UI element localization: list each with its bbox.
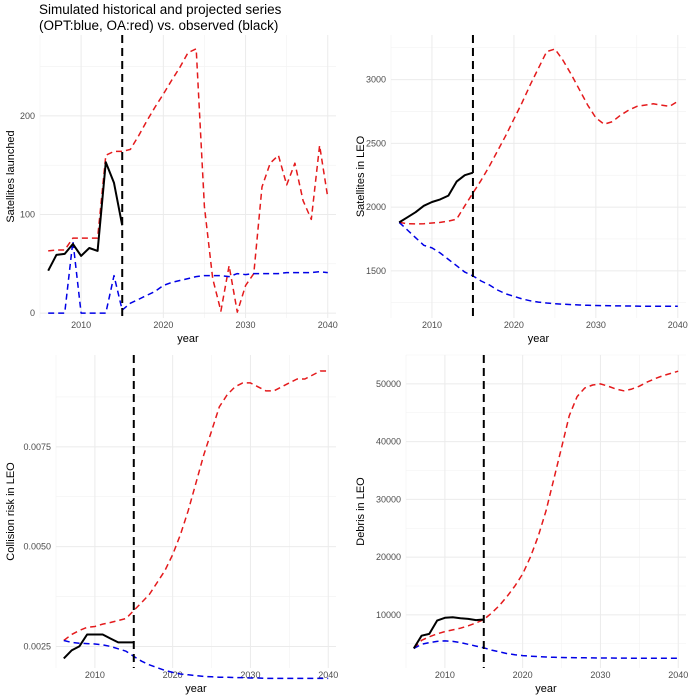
y-axis-label: Debris in LEO — [355, 477, 367, 546]
figure-title: Simulated historical and projected serie… — [39, 2, 282, 33]
series-line-1 — [48, 48, 329, 313]
x-tick-label: 2020 — [163, 670, 183, 680]
x-tick-label: 2010 — [71, 320, 91, 330]
y-tick-label: 1500 — [366, 266, 386, 276]
panel-4: 2010 2020 2030 2040 10000 20000 30000 40000 5000… — [355, 354, 688, 695]
y-axis-label: Satellites in LEO — [355, 135, 367, 217]
x-tick-label: 2020 — [504, 320, 524, 330]
series-line-2 — [398, 221, 678, 308]
y-tick-label: 2500 — [366, 138, 386, 148]
series-line-2 — [63, 639, 329, 680]
series-line-3 — [412, 616, 484, 649]
x-axis-label: year — [528, 333, 550, 345]
y-tick-label: 0.0025 — [23, 641, 51, 651]
x-tick-label: 2040 — [668, 670, 688, 680]
y-tick-label: 40000 — [376, 437, 401, 447]
y-tick-label: 30000 — [376, 494, 401, 504]
x-tick-label: 2040 — [668, 320, 688, 330]
panel-3: 2010 2020 2030 2040 0.0025 0.0050 0.0075 year Co… — [5, 355, 338, 695]
x-tick-label: 2030 — [236, 320, 256, 330]
y-tick-label: 2000 — [366, 202, 386, 212]
x-axis-label: year — [185, 683, 207, 695]
panel-2: 2010 2020 2030 2040 1500 2000 2500 3000 year Sate… — [355, 35, 688, 345]
series-line-1 — [63, 370, 329, 642]
x-axis-label: year — [535, 683, 557, 695]
y-tick-label: 20000 — [376, 552, 401, 562]
x-tick-label: 2010 — [435, 670, 455, 680]
y-tick-label: 0 — [30, 308, 35, 318]
y-axis-label: Collision risk in LEO — [5, 462, 17, 561]
x-tick-label: 2030 — [590, 670, 610, 680]
x-tick-label: 2040 — [318, 670, 338, 680]
series-line-2 — [48, 240, 328, 314]
series-line-3 — [47, 161, 124, 272]
x-tick-label: 2030 — [586, 320, 606, 330]
series-line-3 — [398, 171, 474, 224]
y-axis-label: Satellites launched — [5, 130, 17, 222]
x-tick-label: 2040 — [318, 320, 338, 330]
y-tick-label: 0.0050 — [23, 542, 51, 552]
series-line-2 — [413, 640, 679, 659]
y-tick-label: 10000 — [376, 610, 401, 620]
y-tick-label: 3000 — [366, 75, 386, 85]
series-line-3 — [63, 633, 134, 660]
x-axis-label: year — [177, 333, 199, 345]
x-tick-label: 2030 — [240, 670, 260, 680]
x-tick-label: 2010 — [85, 670, 105, 680]
y-tick-label: 100 — [20, 209, 35, 219]
y-tick-label: 200 — [20, 111, 35, 121]
series-line-1 — [413, 370, 679, 649]
y-tick-label: 0.0075 — [23, 442, 51, 452]
panel-1: 2010 2020 2030 2040 0 100 200 year Satellites la… — [5, 35, 338, 345]
x-tick-label: 2020 — [153, 320, 173, 330]
x-tick-label: 2010 — [422, 320, 442, 330]
y-tick-label: 50000 — [376, 379, 401, 389]
series-line-1 — [399, 48, 679, 225]
x-tick-label: 2020 — [513, 670, 533, 680]
